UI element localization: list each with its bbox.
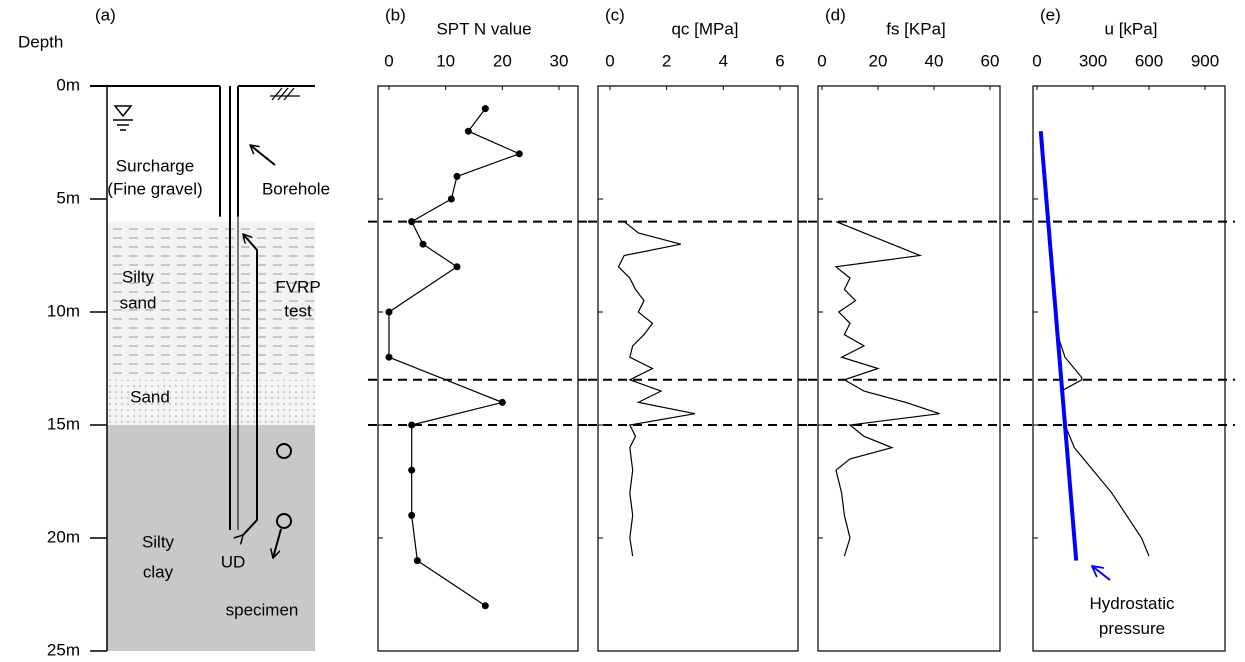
depth-tick-label: 15m <box>47 414 80 433</box>
soil-layer <box>107 221 315 380</box>
panel-title: qc [MPa] <box>671 19 738 38</box>
x-tick-label: 40 <box>925 51 944 70</box>
x-tick-label: 600 <box>1135 51 1163 70</box>
arrow <box>273 528 282 558</box>
panel-label: (d) <box>825 5 846 24</box>
annotation: specimen <box>226 600 299 619</box>
arrow <box>250 145 276 166</box>
plot-frame <box>597 85 799 652</box>
data-point <box>419 240 427 248</box>
data-point <box>498 398 506 406</box>
data-point <box>408 218 416 226</box>
data-point <box>481 105 489 113</box>
annotation: UD <box>221 552 246 571</box>
panel-title: fs [KPa] <box>886 19 946 38</box>
plot-frame <box>377 85 579 652</box>
x-tick-label: 300 <box>1079 51 1107 70</box>
data-line <box>834 221 940 557</box>
data-point <box>453 172 461 180</box>
soil-layer <box>107 425 315 651</box>
data-point <box>385 308 393 316</box>
x-tick-label: 20 <box>493 51 512 70</box>
x-tick-label: 0 <box>817 51 826 70</box>
x-tick-label: 20 <box>869 51 888 70</box>
x-tick-label: 30 <box>550 51 569 70</box>
plot-frame <box>1032 85 1226 652</box>
data-point <box>413 557 421 565</box>
layer-label: sand <box>120 293 157 312</box>
specimen <box>276 513 292 529</box>
series-label: Hydrostatic pressure <box>1089 594 1175 638</box>
x-tick-label: 4 <box>719 51 728 70</box>
plot-frame <box>817 85 1001 652</box>
ground-hatch <box>277 87 289 101</box>
ground-hatch <box>271 87 283 101</box>
soil-layer <box>107 379 315 425</box>
x-tick-label: 6 <box>775 51 784 70</box>
data-line <box>388 108 521 607</box>
depth-tick-label: 25m <box>47 640 80 659</box>
x-tick-label: 0 <box>1032 51 1041 70</box>
specimen <box>276 443 292 459</box>
depth-tick-label: 5m <box>56 188 80 207</box>
annotation-arrow <box>1092 566 1111 581</box>
annotation: FVRP <box>275 277 320 296</box>
layer-label: Silty <box>142 532 175 551</box>
depth-tick-label: 0m <box>56 75 80 94</box>
panel-title: u [kPa] <box>1105 19 1158 38</box>
panel-title: SPT N value <box>436 19 531 38</box>
ground-hatch <box>283 87 295 101</box>
data-point <box>453 263 461 271</box>
panel-label: (a) <box>95 5 116 24</box>
x-tick-label: 0 <box>384 51 393 70</box>
annotation: test <box>284 301 312 320</box>
data-point <box>408 511 416 519</box>
layer-label: clay <box>143 562 174 581</box>
data-point <box>464 127 472 135</box>
x-tick-label: 0 <box>605 51 614 70</box>
depth-tick-label: 10m <box>47 301 80 320</box>
x-tick-label: 10 <box>436 51 455 70</box>
fvrp-arrow <box>243 234 258 535</box>
panels: (b) SPT N value 0 10 20 30 (c) qc [MPa] 0 2 4 6 (d) f… <box>368 5 1235 652</box>
depth-tick-label: 20m <box>47 527 80 546</box>
annotation: Borehole <box>262 179 330 198</box>
layer-label: Surcharge <box>116 156 194 175</box>
data-point <box>515 150 523 158</box>
data-point <box>408 421 416 429</box>
layer-label: Sand <box>130 387 170 406</box>
x-tick-label: 60 <box>981 51 1000 70</box>
x-tick-label: 900 <box>1191 51 1219 70</box>
layer-label: (Fine gravel) <box>107 179 202 198</box>
data-point <box>481 602 489 610</box>
soil-profile: (a) Depth 0m 5m 10m 15m 20m 25m Surcharge (Fine g… <box>18 5 330 659</box>
panel-label: (b) <box>385 5 406 24</box>
data-point <box>408 466 416 474</box>
data-line <box>1038 131 1079 561</box>
water-table <box>113 105 133 131</box>
data-line <box>617 221 696 557</box>
data-point <box>385 353 393 361</box>
data-point <box>447 195 455 203</box>
panel-label: (c) <box>605 5 625 24</box>
panel-label: (e) <box>1040 5 1061 24</box>
layer-label: Silty <box>122 267 155 286</box>
depth-title: Depth <box>18 32 63 51</box>
x-tick-label: 2 <box>662 51 671 70</box>
